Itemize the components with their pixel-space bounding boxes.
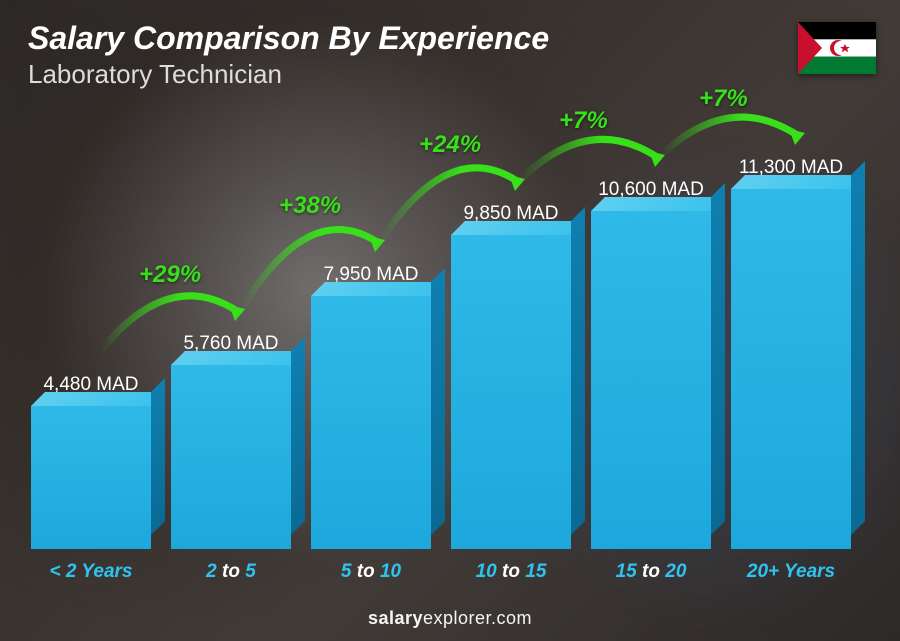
bar-slot: 5,760 MAD	[170, 333, 292, 549]
x-axis-label: 15 to 20	[590, 561, 712, 583]
bar	[311, 296, 431, 549]
bar	[731, 189, 851, 549]
bar-slot: 11,300 MAD	[730, 157, 852, 549]
bar	[591, 211, 711, 549]
increase-pct-label: +7%	[559, 107, 608, 135]
bar-slot: 7,950 MAD	[310, 264, 432, 549]
salary-bar-chart: 4,480 MAD5,760 MAD7,950 MAD9,850 MAD10,6…	[30, 120, 852, 583]
x-axis-label: 5 to 10	[310, 561, 432, 583]
page-title: Salary Comparison By Experience	[28, 20, 549, 57]
increase-pct-label: +38%	[279, 192, 341, 220]
bar-slot: 4,480 MAD	[30, 374, 152, 549]
x-axis-label: 2 to 5	[170, 561, 292, 583]
bar-slot: 10,600 MAD	[590, 179, 712, 549]
footer-attribution: salaryexplorer.com	[0, 608, 900, 629]
bar-slot: 9,850 MAD	[450, 203, 572, 549]
flag-icon	[798, 22, 876, 74]
page-subtitle: Laboratory Technician	[28, 59, 549, 90]
increase-pct-label: +7%	[699, 85, 748, 113]
x-axis-label: < 2 Years	[30, 561, 152, 583]
x-axis-label: 10 to 15	[450, 561, 572, 583]
x-axis-label: 20+ Years	[730, 561, 852, 583]
bar	[171, 365, 291, 549]
bar	[451, 235, 571, 549]
increase-pct-label: +24%	[419, 131, 481, 159]
increase-pct-label: +29%	[139, 261, 201, 289]
bar	[31, 406, 151, 549]
